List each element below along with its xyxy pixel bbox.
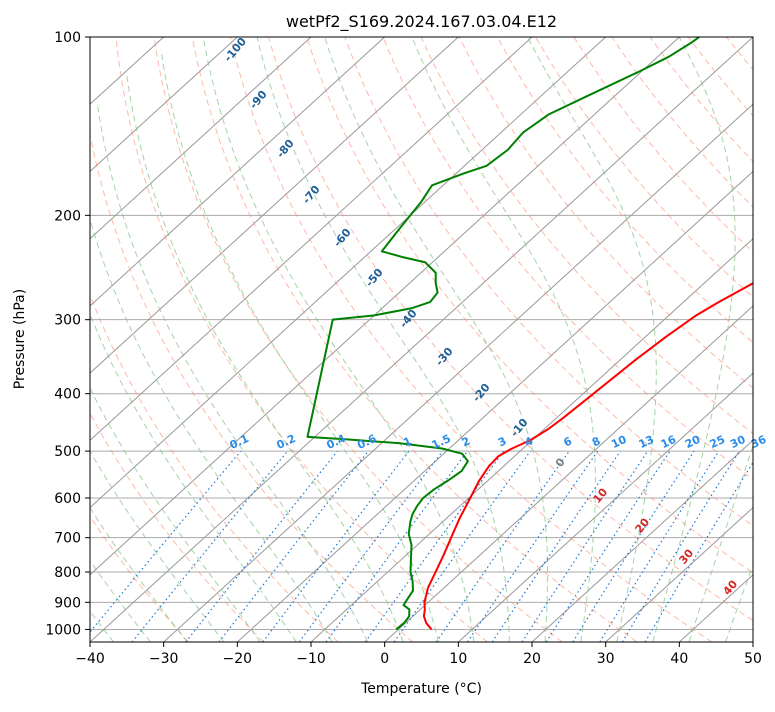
chart-title: wetPf2_S169.2024.167.03.04.E12 [286,12,557,32]
y-tick-label-900: 900 [54,595,81,611]
y-axis-label: Pressure (hPa) [12,289,28,389]
x-tick-label-40: 40 [670,651,688,667]
x-tick-label--20: −20 [223,651,253,667]
x-tick-label-10: 10 [449,651,467,667]
y-tick-label-600: 600 [54,491,81,507]
x-tick-label--40: −40 [75,651,105,667]
y-tick-label-200: 200 [54,208,81,224]
y-tick-label-700: 700 [54,531,81,547]
y-tick-label-400: 400 [54,387,81,403]
x-tick-label-50: 50 [744,651,762,667]
y-tick-label-1000: 1000 [45,622,81,638]
y-tick-label-100: 100 [54,30,81,46]
y-tick-label-800: 800 [54,565,81,581]
y-tick-label-300: 300 [54,313,81,329]
x-axis-label: Temperature (°C) [360,681,482,697]
x-tick-label--10: −10 [296,651,326,667]
x-tick-label-0: 0 [380,651,389,667]
x-tick-label--30: −30 [149,651,179,667]
x-tick-label-30: 30 [597,651,615,667]
x-tick-label-20: 20 [523,651,541,667]
y-tick-label-500: 500 [54,444,81,460]
